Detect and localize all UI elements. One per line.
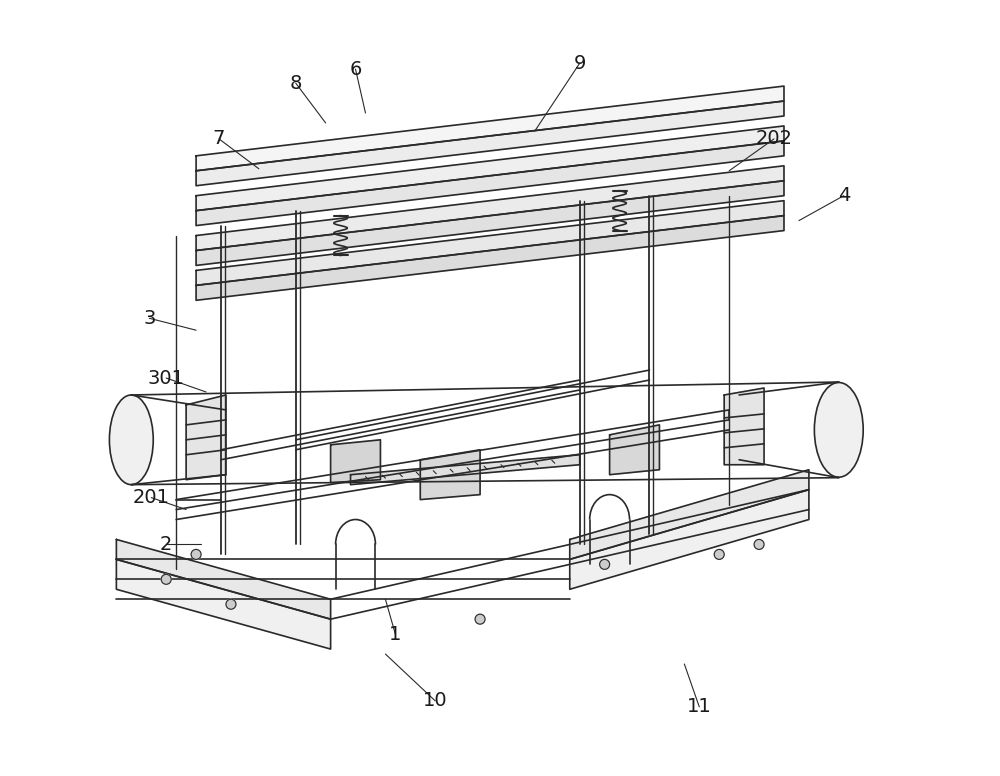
Polygon shape (196, 201, 784, 286)
Text: 11: 11 (687, 698, 712, 716)
Text: 1: 1 (389, 625, 402, 643)
Text: 9: 9 (574, 54, 586, 73)
Polygon shape (196, 181, 784, 265)
Polygon shape (570, 469, 809, 559)
Text: 10: 10 (423, 691, 448, 710)
Circle shape (191, 549, 201, 559)
Ellipse shape (814, 383, 863, 477)
Polygon shape (196, 86, 784, 171)
Polygon shape (610, 425, 659, 475)
Text: 7: 7 (213, 130, 225, 148)
Text: 2: 2 (160, 535, 172, 554)
Text: 301: 301 (148, 369, 185, 387)
Polygon shape (570, 490, 809, 589)
Text: 201: 201 (133, 488, 170, 507)
Polygon shape (116, 559, 331, 649)
Polygon shape (196, 141, 784, 226)
Text: 8: 8 (290, 74, 302, 92)
Text: 3: 3 (143, 309, 155, 327)
Text: 4: 4 (838, 186, 850, 205)
Text: 6: 6 (349, 60, 362, 78)
Circle shape (714, 549, 724, 559)
Polygon shape (420, 450, 480, 500)
Polygon shape (724, 388, 764, 465)
Circle shape (475, 614, 485, 624)
Circle shape (226, 599, 236, 609)
Polygon shape (186, 395, 226, 480)
Circle shape (600, 559, 610, 570)
Circle shape (161, 574, 171, 584)
Polygon shape (196, 166, 784, 251)
Polygon shape (196, 101, 784, 185)
Polygon shape (331, 440, 380, 483)
Ellipse shape (109, 395, 153, 485)
Polygon shape (196, 126, 784, 210)
Polygon shape (116, 539, 331, 619)
Text: 202: 202 (756, 130, 793, 148)
Polygon shape (351, 455, 580, 485)
Circle shape (754, 539, 764, 549)
Polygon shape (196, 216, 784, 300)
